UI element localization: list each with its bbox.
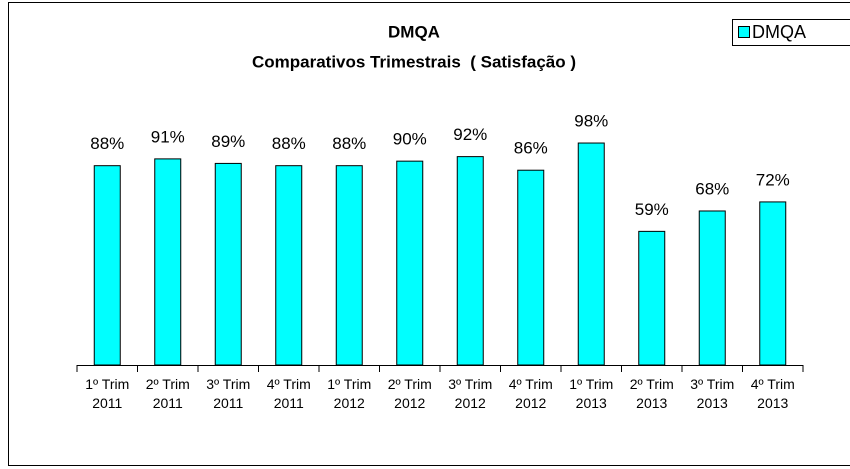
legend-swatch [738,26,750,38]
x-tick-label: 4º Trim 2011 [266,376,311,411]
x-tick-label: 2º Trim 2012 [387,376,432,411]
data-label: 88% [90,134,124,153]
legend-label: DMQA [752,22,806,42]
chart-subtitle: Comparativos Trimestrais ( Satisfação ) [252,52,576,71]
x-tick-label: 3º Trim 2012 [448,376,493,411]
data-label: 68% [695,179,729,198]
x-tick-label: 4º Trim 2012 [508,376,553,411]
x-tick-label: 3º Trim 2013 [690,376,735,411]
legend-box [732,19,850,46]
x-tick-label: 1º Trim 2013 [569,376,614,411]
data-label: 92% [453,125,487,144]
x-tick-label: 3º Trim 2011 [206,376,251,411]
data-label: 88% [272,134,306,153]
data-label: 59% [635,200,669,219]
data-label: 86% [514,139,548,158]
bar [698,210,726,366]
chart-title: DMQA [388,22,440,41]
bar [396,160,424,366]
bar [214,162,242,366]
data-label: 91% [151,127,185,146]
data-label: 88% [332,134,366,153]
bar [638,230,666,366]
x-tick-label: 1º Trim 2011 [85,376,130,411]
bar [759,201,787,366]
bar [517,169,545,366]
bar [154,158,182,366]
bar [577,142,605,366]
bar [456,156,484,366]
bar [93,165,121,366]
x-tick-label: 2º Trim 2011 [145,376,190,411]
data-label: 89% [211,132,245,151]
bar [275,165,303,366]
x-tick-label: 4º Trim 2013 [750,376,795,411]
data-label: 90% [393,130,427,149]
data-label: 98% [574,112,608,131]
x-tick-label: 1º Trim 2012 [327,376,372,411]
data-label: 72% [756,170,790,189]
x-tick-label: 2º Trim 2013 [629,376,674,411]
bar [335,165,363,366]
